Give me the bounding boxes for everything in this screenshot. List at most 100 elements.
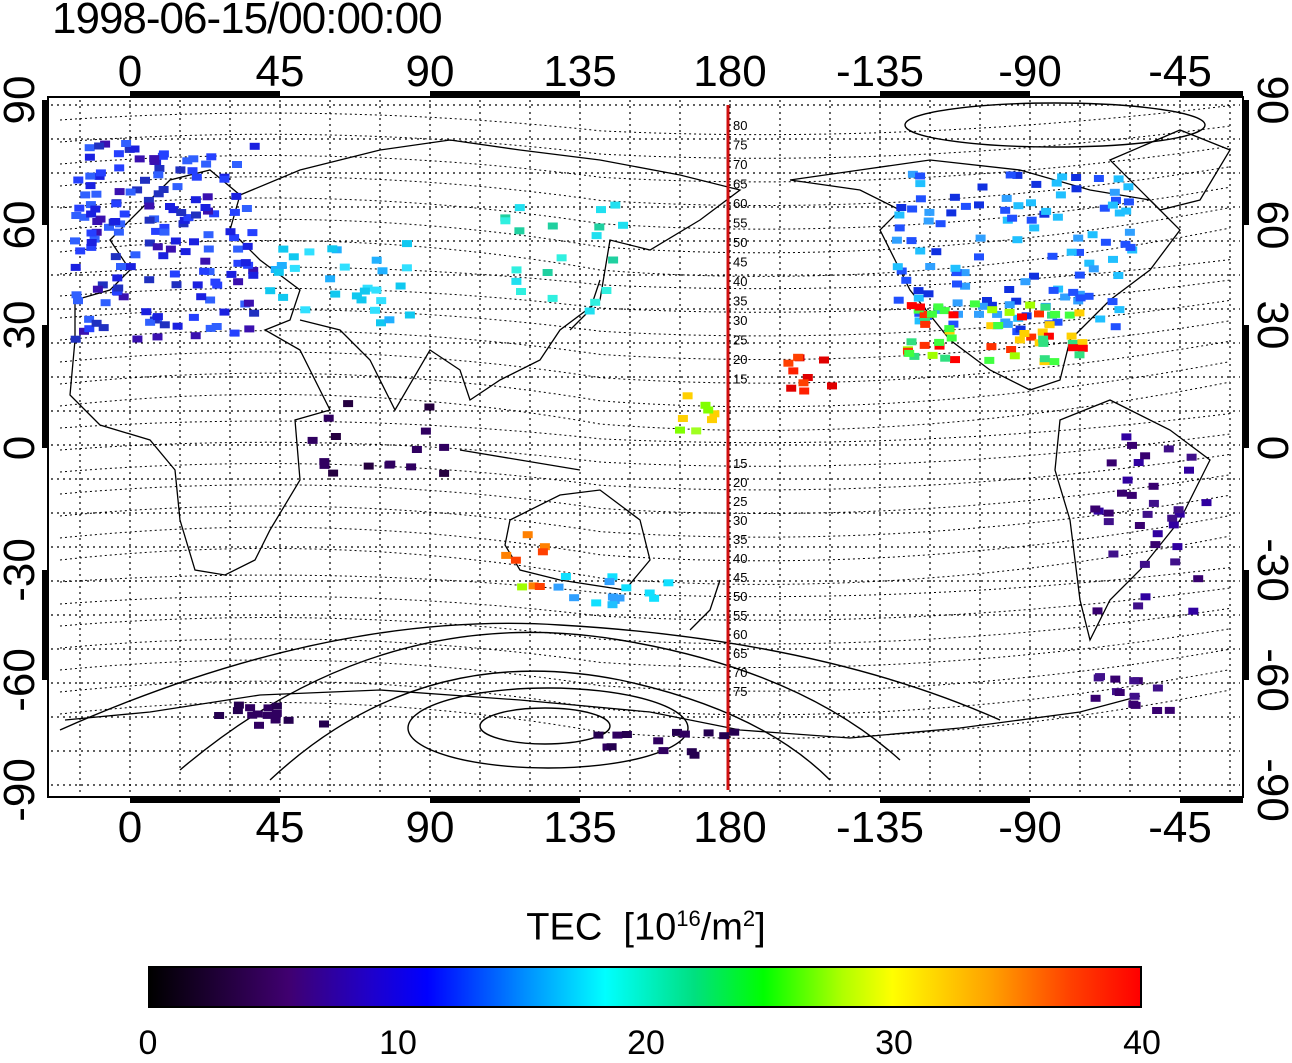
tec-measurement [92, 285, 103, 293]
tec-measurement [1025, 301, 1036, 309]
tec-measurement [401, 264, 412, 272]
tec-measurement [363, 462, 374, 470]
tec-measurement [351, 292, 362, 300]
map-frame [47, 96, 1244, 798]
tec-measurement [1066, 332, 1077, 340]
tec-measurement [304, 248, 315, 256]
tec-measurement [1126, 491, 1137, 499]
tec-measurement [1067, 339, 1078, 347]
tec-measurement [924, 208, 935, 216]
tec-measurement [84, 144, 95, 152]
tec-measurement [1009, 352, 1020, 360]
tec-measurement [977, 183, 988, 191]
x-tick-label: 180 [693, 47, 766, 96]
tec-measurement [187, 167, 198, 175]
tec-measurement [1110, 675, 1121, 683]
tec-measurement [395, 282, 406, 290]
tec-measurement [247, 229, 258, 237]
tec-measurement [896, 204, 907, 211]
tec-measurement [91, 319, 102, 327]
tec-measurement [1093, 175, 1104, 182]
tec-measurement [1012, 171, 1023, 179]
y-tick-label: -60 [0, 648, 44, 712]
contour-label: 25 [733, 333, 747, 348]
tec-measurement [1139, 560, 1150, 568]
tec-measurement [1048, 286, 1059, 294]
tec-measurement [1073, 234, 1084, 242]
tec-measurement [1099, 204, 1110, 212]
tec-measurement [384, 461, 395, 469]
tec-measurement [1174, 510, 1185, 518]
tec-measurement [1049, 358, 1060, 366]
tec-measurement [783, 359, 794, 367]
tec-measurement [1074, 309, 1085, 317]
tec-measurement [1038, 335, 1049, 343]
tec-measurement [1100, 238, 1111, 246]
colorbar-title-text: TEC [526, 906, 603, 949]
tec-measurement [1109, 188, 1120, 196]
tec-measurement [935, 220, 946, 228]
tec-measurement [1043, 332, 1054, 340]
tec-measurement [249, 142, 260, 150]
tec-measurement [86, 239, 97, 246]
tec-measurement [1029, 224, 1040, 232]
tec-measurement [1103, 509, 1114, 517]
tec-measurement [219, 175, 230, 183]
tec-measurement [649, 594, 660, 602]
contour-label: 50 [733, 589, 747, 604]
tec-measurement [1014, 336, 1025, 344]
tec-measurement [992, 310, 1003, 318]
tec-measurement [1074, 290, 1085, 298]
tec-measurement [793, 353, 804, 361]
tec-measurement [547, 294, 558, 302]
tec-measurement [949, 193, 960, 201]
contour-label: 20 [733, 475, 747, 490]
tec-measurement [1133, 459, 1144, 466]
tec-measurement [118, 293, 129, 301]
tec-measurement [110, 218, 121, 225]
tec-measurement [86, 210, 97, 218]
tec-measurement [658, 747, 669, 755]
tec-measurement [1034, 310, 1044, 318]
tec-measurement [1111, 196, 1121, 204]
tec-measurement [1106, 459, 1117, 467]
tec-measurement [1130, 701, 1141, 709]
tec-measurement [144, 202, 155, 210]
tec-measurement [241, 205, 252, 212]
y-ticks-right: 90 60 30 0 -30 -60 -90 [1248, 76, 1292, 822]
tec-measurement [709, 410, 720, 418]
x-ticks-bottom: 0 45 90 135 180 -135 -90 -45 [118, 803, 1212, 852]
tec-measurement [1074, 351, 1085, 359]
tec-measurement [420, 427, 431, 435]
tec-measurement [114, 164, 125, 172]
tec-measurement [522, 531, 533, 539]
tec-measurement [1127, 441, 1137, 449]
tec-measurement [225, 228, 236, 236]
tec-measurement [271, 702, 282, 710]
tec-measurement [1114, 209, 1125, 217]
tec-measurement [915, 303, 925, 311]
tec-measurement [113, 150, 124, 158]
tec-measurement [1005, 171, 1016, 179]
tec-measurement [154, 165, 165, 172]
contour-label: 65 [733, 177, 747, 192]
tec-measurement [1077, 339, 1088, 347]
tec-measurement [1040, 303, 1051, 311]
contour-label: 35 [733, 294, 747, 309]
tec-measurement [206, 153, 217, 161]
tec-measurement [610, 201, 621, 209]
tec-measurement [644, 589, 655, 597]
tec-measurement [799, 387, 810, 395]
tec-measurement [960, 282, 971, 290]
tec-measurement [205, 296, 216, 304]
contour-labels-north: 80 75 70 65 60 55 50 45 40 35 30 25 20 15 [733, 118, 747, 387]
contour-label: 55 [733, 608, 747, 623]
tec-measurement [1006, 346, 1017, 353]
tec-measurement [982, 297, 992, 304]
tec-measurement [1122, 476, 1133, 484]
tec-measurement [553, 583, 564, 591]
tec-measurement [1068, 288, 1079, 296]
tec-measurement [547, 222, 558, 230]
tec-measurement [906, 237, 917, 245]
tec-measurement [1090, 505, 1101, 513]
